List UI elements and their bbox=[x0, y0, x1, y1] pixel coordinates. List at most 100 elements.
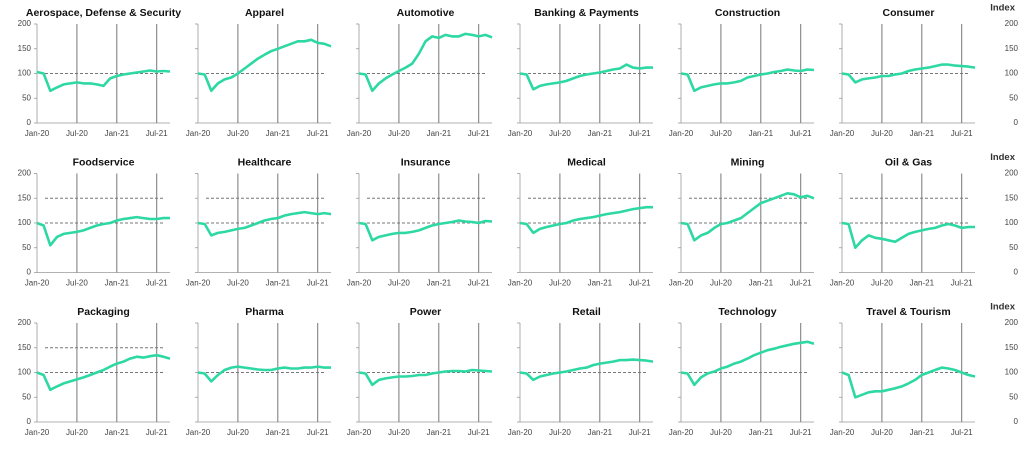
series-line bbox=[841, 63, 976, 84]
y-tick-label: 150 bbox=[1005, 343, 1019, 352]
x-tick-label: Jul-20 bbox=[871, 129, 893, 138]
series-line bbox=[197, 38, 332, 93]
x-tick-label: Jan-21 bbox=[427, 428, 452, 437]
x-tick-label: Jan-21 bbox=[910, 129, 935, 138]
y-tick-label: 100 bbox=[1005, 69, 1019, 78]
x-tick-label: Jul-20 bbox=[227, 279, 249, 288]
chart-title: Pharma bbox=[245, 306, 284, 318]
series-line bbox=[841, 366, 976, 399]
y-tick-label: 0 bbox=[27, 417, 32, 426]
x-tick-label: Jan-20 bbox=[25, 129, 50, 138]
x-tick-label: Jan-21 bbox=[266, 129, 291, 138]
x-tick-label: Jan-20 bbox=[186, 279, 211, 288]
x-tick-label: Jul-20 bbox=[388, 129, 410, 138]
x-tick-label: Jan-21 bbox=[910, 428, 935, 437]
x-tick-label: Jan-20 bbox=[508, 129, 533, 138]
x-tick-label: Jul-20 bbox=[871, 279, 893, 288]
x-tick-label: Jan-20 bbox=[186, 129, 211, 138]
y-tick-label: 200 bbox=[18, 318, 32, 327]
x-tick-label: Jan-21 bbox=[588, 428, 613, 437]
chart-title: Technology bbox=[718, 306, 776, 318]
y-tick-label: 50 bbox=[22, 243, 31, 252]
chart-title: Consumer bbox=[883, 7, 935, 19]
chart-title: Aerospace, Defense & Security bbox=[26, 7, 181, 19]
x-tick-label: Jan-20 bbox=[508, 428, 533, 437]
series-line bbox=[358, 368, 493, 387]
x-tick-label: Jan-21 bbox=[105, 428, 130, 437]
x-tick-label: Jul-21 bbox=[951, 279, 973, 288]
y-tick-label: 0 bbox=[27, 268, 32, 277]
x-tick-label: Jul-21 bbox=[307, 129, 329, 138]
x-tick-label: Jul-20 bbox=[66, 428, 88, 437]
x-tick-label: Jul-21 bbox=[307, 428, 329, 437]
y-tick-label: 0 bbox=[1014, 417, 1019, 426]
x-tick-label: Jan-21 bbox=[749, 129, 774, 138]
x-tick-label: Jul-20 bbox=[227, 428, 249, 437]
x-tick-label: Jul-21 bbox=[468, 129, 490, 138]
x-tick-label: Jan-21 bbox=[105, 129, 130, 138]
x-tick-label: Jul-21 bbox=[146, 129, 168, 138]
x-tick-label: Jan-20 bbox=[186, 428, 211, 437]
y-tick-label: 100 bbox=[1005, 218, 1019, 227]
x-tick-label: Jul-21 bbox=[951, 428, 973, 437]
y-tick-label: 150 bbox=[1005, 193, 1019, 202]
y-tick-label: 150 bbox=[18, 343, 32, 352]
series-line bbox=[519, 205, 653, 235]
x-tick-label: Jan-21 bbox=[749, 428, 774, 437]
chart-title: Healthcare bbox=[238, 156, 292, 168]
x-tick-label: Jan-20 bbox=[347, 279, 372, 288]
series-line bbox=[358, 32, 493, 93]
x-tick-label: Jul-21 bbox=[629, 428, 651, 437]
x-tick-label: Jan-20 bbox=[508, 279, 533, 288]
chart-title: Medical bbox=[567, 156, 606, 168]
y-tick-label: 150 bbox=[18, 193, 32, 202]
x-tick-label: Jul-21 bbox=[790, 428, 812, 437]
chart-title: Retail bbox=[572, 306, 601, 318]
x-tick-label: Jan-21 bbox=[266, 279, 291, 288]
chart-title: Packaging bbox=[77, 306, 130, 318]
chart-title: Apparel bbox=[245, 7, 284, 19]
x-tick-label: Jul-21 bbox=[790, 129, 812, 138]
x-tick-label: Jan-20 bbox=[347, 129, 372, 138]
x-tick-label: Jan-20 bbox=[830, 279, 855, 288]
y-tick-label: 200 bbox=[1005, 19, 1019, 28]
y-tick-label: 0 bbox=[27, 118, 32, 127]
y-tick-label: 200 bbox=[1005, 169, 1019, 178]
x-tick-label: Jul-20 bbox=[66, 279, 88, 288]
x-tick-label: Jul-21 bbox=[146, 428, 168, 437]
x-tick-label: Jul-20 bbox=[710, 129, 732, 138]
y-tick-label: 150 bbox=[1005, 44, 1019, 53]
chart-title: Mining bbox=[731, 156, 765, 168]
x-tick-label: Jan-21 bbox=[749, 279, 774, 288]
x-tick-label: Jan-20 bbox=[830, 428, 855, 437]
y-tick-label: 100 bbox=[18, 218, 32, 227]
series-line bbox=[36, 69, 171, 93]
x-tick-label: Jul-20 bbox=[549, 129, 571, 138]
y-axis-label: Index bbox=[990, 302, 1016, 313]
chart-title: Foodservice bbox=[73, 156, 135, 168]
x-tick-label: Jan-20 bbox=[669, 129, 694, 138]
y-tick-label: 50 bbox=[22, 392, 31, 401]
x-tick-label: Jul-21 bbox=[468, 428, 490, 437]
chart-title: Banking & Payments bbox=[534, 7, 639, 19]
x-tick-label: Jul-20 bbox=[549, 279, 571, 288]
series-line bbox=[841, 221, 975, 250]
x-tick-label: Jan-21 bbox=[427, 129, 452, 138]
x-tick-label: Jul-20 bbox=[388, 428, 410, 437]
y-axis-label: Index bbox=[990, 152, 1016, 163]
x-tick-label: Jan-20 bbox=[25, 428, 50, 437]
chart-title: Construction bbox=[715, 7, 780, 19]
x-tick-label: Jul-20 bbox=[388, 279, 410, 288]
x-tick-label: Jan-21 bbox=[588, 129, 613, 138]
y-tick-label: 200 bbox=[18, 169, 32, 178]
y-tick-label: 50 bbox=[22, 93, 31, 102]
x-tick-label: Jul-21 bbox=[629, 129, 651, 138]
y-tick-label: 50 bbox=[1009, 93, 1018, 102]
series-line bbox=[519, 63, 653, 91]
chart-title: Oil & Gas bbox=[885, 156, 932, 168]
y-tick-label: 150 bbox=[18, 44, 32, 53]
chart-title: Insurance bbox=[401, 156, 451, 168]
x-tick-label: Jan-21 bbox=[427, 279, 452, 288]
series-line bbox=[680, 192, 815, 242]
